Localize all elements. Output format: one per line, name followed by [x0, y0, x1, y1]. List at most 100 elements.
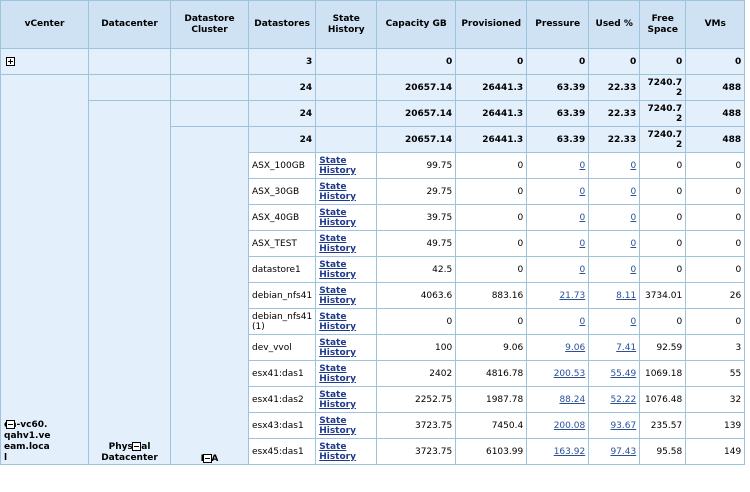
used-pct-link[interactable]: 0: [630, 264, 637, 275]
used-pct-link[interactable]: 0: [630, 212, 637, 223]
collapse-minus-icon[interactable]: [202, 454, 212, 463]
pressure-link[interactable]: 0: [579, 238, 586, 249]
used-pct-link[interactable]: 93.67: [610, 420, 637, 431]
empty-cell: [315, 126, 378, 153]
pressure-link[interactable]: 200.53: [553, 368, 586, 379]
provisioned-value: 1987.78: [455, 386, 528, 413]
pressure-cell: 9.06: [526, 334, 590, 361]
used-pct-link[interactable]: 0: [630, 238, 637, 249]
provisioned-value: 0: [455, 308, 528, 335]
state-history-link[interactable]: State History: [319, 363, 356, 384]
used-pct-link[interactable]: 7.41: [616, 342, 637, 353]
col-header-datacenter[interactable]: Datacenter: [88, 0, 171, 49]
collapse-minus-icon[interactable]: [131, 442, 141, 451]
col-header-datastores[interactable]: Datastores: [247, 0, 317, 49]
datastore-name: esx45:das1: [247, 438, 317, 465]
used-pct-cell: 0: [588, 230, 641, 257]
state-history-link[interactable]: State History: [319, 311, 356, 332]
expand-cell: [0, 48, 89, 75]
collapsed-vcenter-row: 3 0 0 0 0 0 0: [0, 48, 746, 75]
vms-value: 0: [685, 152, 746, 179]
pressure-link[interactable]: 9.06: [565, 342, 586, 353]
state-history-link[interactable]: State History: [319, 415, 356, 436]
free-value: 0: [639, 178, 687, 205]
col-header-provisioned[interactable]: Provisioned: [455, 0, 528, 49]
empty-cell: [315, 48, 378, 75]
pressure-link[interactable]: 88.24: [559, 394, 586, 405]
state-history-link[interactable]: State History: [319, 155, 356, 176]
state-history-cell: State History: [315, 438, 378, 465]
col-header-state-history[interactable]: State History: [315, 0, 378, 49]
empty-cell: [88, 74, 171, 101]
capacity-value: 49.75: [376, 230, 457, 257]
pressure-link[interactable]: 21.73: [559, 290, 586, 301]
vms-value: 0: [685, 204, 746, 231]
vms-value: 3: [685, 334, 746, 361]
used-value: 22.33: [588, 74, 641, 101]
free-value: 0: [639, 48, 687, 75]
datastore-name: esx41:das1: [247, 360, 317, 387]
pressure-link[interactable]: 163.92: [553, 446, 586, 457]
provisioned-value: 0: [455, 48, 528, 75]
datastore-row: debian_nfs41 (1) State History 0 0 0 0 0 0: [1, 308, 746, 335]
col-header-capacity[interactable]: Capacity GB: [376, 0, 457, 49]
state-history-link[interactable]: State History: [319, 285, 356, 306]
state-history-link[interactable]: State History: [319, 337, 356, 358]
state-history-link[interactable]: State History: [319, 233, 356, 254]
provisioned-value: 0: [455, 152, 528, 179]
pressure-link[interactable]: 0: [579, 212, 586, 223]
pressure-cell: 21.73: [526, 282, 590, 309]
used-pct-link[interactable]: 0: [630, 186, 637, 197]
state-history-cell: State History: [315, 178, 378, 205]
state-history-link[interactable]: State History: [319, 441, 356, 462]
empty-cell: [170, 74, 249, 101]
pressure-value: 63.39: [526, 74, 590, 101]
datastore-name: ASX_TEST: [247, 230, 317, 257]
datastore-row: debian_nfs41 State History 4063.6 883.16 21.…: [1, 282, 746, 309]
vms-value: 139: [685, 412, 746, 439]
used-pct-link[interactable]: 0: [630, 160, 637, 171]
used-pct-link[interactable]: 8.11: [616, 290, 637, 301]
state-history-link[interactable]: State History: [319, 389, 356, 410]
state-history-link[interactable]: State History: [319, 207, 356, 228]
used-pct-cell: 8.11: [588, 282, 641, 309]
used-pct-link[interactable]: 97.43: [610, 446, 637, 457]
empty-cell: [315, 100, 378, 127]
pressure-link[interactable]: 0: [579, 316, 586, 327]
datastores-count: 24: [247, 126, 317, 153]
vms-value: 0: [685, 48, 746, 75]
col-header-free-space[interactable]: Free Space: [639, 0, 687, 49]
pressure-link[interactable]: 0: [579, 160, 586, 171]
vms-value: 26: [685, 282, 746, 309]
state-history-cell: State History: [315, 360, 378, 387]
datastore-row: ASX_100GB State History 99.75 0 0 0 0 0: [1, 152, 746, 179]
collapse-minus-icon[interactable]: [6, 420, 15, 429]
state-history-link[interactable]: State History: [319, 181, 356, 202]
used-pct-cell: 52.22: [588, 386, 641, 413]
expand-plus-icon[interactable]: [6, 56, 15, 66]
pressure-link[interactable]: 200.08: [553, 420, 586, 431]
used-pct-link[interactable]: 55.49: [610, 368, 637, 379]
provisioned-value: 0: [455, 178, 528, 205]
datastore-row: datastore1 State History 42.5 0 0 0 0 0: [1, 256, 746, 283]
used-pct-link[interactable]: 0: [630, 316, 637, 327]
provisioned-value: 0: [455, 230, 528, 257]
capacity-value: 4063.6: [376, 282, 457, 309]
pressure-cell: 0: [526, 204, 590, 231]
col-header-datastore-cluster[interactable]: Datastore Cluster: [170, 0, 249, 49]
col-header-used-pct[interactable]: Used %: [588, 0, 641, 49]
datacenter-total-row: Physical Datacenter 24 20657.14 26441.3 …: [1, 100, 746, 465]
datastore-name: ASX_30GB: [247, 178, 317, 205]
state-history-link[interactable]: State History: [319, 259, 356, 280]
pressure-link[interactable]: 0: [579, 264, 586, 275]
provisioned-value: 26441.3: [455, 126, 528, 153]
col-header-pressure[interactable]: Pressure: [526, 0, 590, 49]
empty-cell: [170, 100, 249, 127]
used-pct-link[interactable]: 52.22: [610, 394, 637, 405]
pressure-link[interactable]: 0: [579, 186, 586, 197]
used-pct-cell: 0: [588, 308, 641, 335]
used-value: 0: [588, 48, 641, 75]
col-header-vcenter[interactable]: vCenter: [0, 0, 89, 49]
col-header-vms[interactable]: VMs: [685, 0, 746, 49]
state-history-cell: State History: [315, 386, 378, 413]
